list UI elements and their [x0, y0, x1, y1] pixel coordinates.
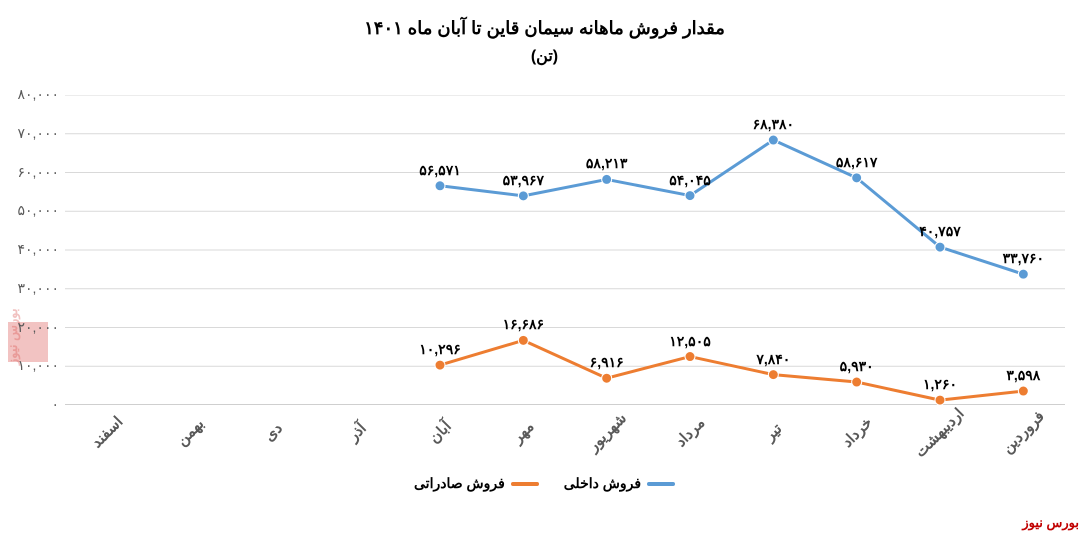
legend: فروش داخلی فروش صادراتی	[0, 475, 1089, 492]
y-tick-label: ۸۰,۰۰۰	[6, 86, 59, 103]
x-tick-label: مرداد	[662, 404, 717, 459]
x-tick-label: مهر	[496, 404, 551, 459]
x-tick-label: شهریور	[579, 404, 634, 459]
x-tick-label: تیر	[746, 404, 801, 459]
data-label: ۱۲,۵۰۵	[655, 333, 725, 350]
x-tick-label: آبان	[412, 404, 467, 459]
y-tick-label: ۲۰,۰۰۰	[6, 319, 59, 336]
data-label: ۵۳,۹۶۷	[488, 172, 558, 189]
data-label: ۵۸,۶۱۷	[822, 154, 892, 171]
data-label: ۵۴,۰۴۵	[655, 172, 725, 189]
x-tick-label: فروردین	[996, 404, 1051, 459]
y-tick-label: ۳۰,۰۰۰	[6, 280, 59, 297]
data-label: ۵۶,۵۷۱	[405, 162, 475, 179]
legend-item: فروش صادراتی	[414, 475, 539, 492]
x-tick-label: آذر	[329, 404, 384, 459]
legend-swatch	[511, 482, 539, 486]
y-tick-label: ۷۰,۰۰۰	[6, 125, 59, 142]
data-label: ۵,۹۳۰	[822, 358, 892, 375]
y-tick-label: ۰	[6, 396, 59, 413]
legend-item: فروش داخلی	[564, 475, 675, 492]
y-tick-label: ۴۰,۰۰۰	[6, 241, 59, 258]
plot-area	[65, 95, 1065, 405]
legend-label: فروش صادراتی	[414, 475, 505, 492]
chart-container: مقدار فروش ماهانه سیمان قاین تا آبان ماه…	[0, 0, 1089, 537]
legend-swatch	[647, 482, 675, 486]
y-tick-label: ۶۰,۰۰۰	[6, 164, 59, 181]
data-label: ۱۶,۶۸۶	[488, 316, 558, 333]
chart-subtitle: (تن)	[0, 46, 1089, 66]
x-tick-label: اردیبهشت	[912, 404, 967, 459]
legend-label: فروش داخلی	[564, 475, 641, 492]
x-tick-label: دی	[246, 404, 301, 459]
data-label: ۱۰,۲۹۶	[405, 341, 475, 358]
x-tick-label: خرداد	[829, 404, 884, 459]
x-tick-label: بهمن	[162, 404, 217, 459]
data-label: ۱,۲۶۰	[905, 376, 975, 393]
data-label: ۴۰,۷۵۷	[905, 223, 975, 240]
data-label: ۷,۸۴۰	[738, 351, 808, 368]
chart-title: مقدار فروش ماهانه سیمان قاین تا آبان ماه…	[0, 18, 1089, 39]
y-tick-label: ۵۰,۰۰۰	[6, 202, 59, 219]
data-label: ۶۸,۳۸۰	[738, 116, 808, 133]
footer-brand: بورس نیوز	[1022, 515, 1079, 531]
data-label: ۳۳,۷۶۰	[988, 250, 1058, 267]
data-label: ۶,۹۱۶	[572, 354, 642, 371]
y-tick-label: ۱۰,۰۰۰	[6, 357, 59, 374]
x-tick-label: اسفند	[79, 404, 134, 459]
data-label: ۵۸,۲۱۳	[572, 155, 642, 172]
data-label: ۳,۵۹۸	[988, 367, 1058, 384]
